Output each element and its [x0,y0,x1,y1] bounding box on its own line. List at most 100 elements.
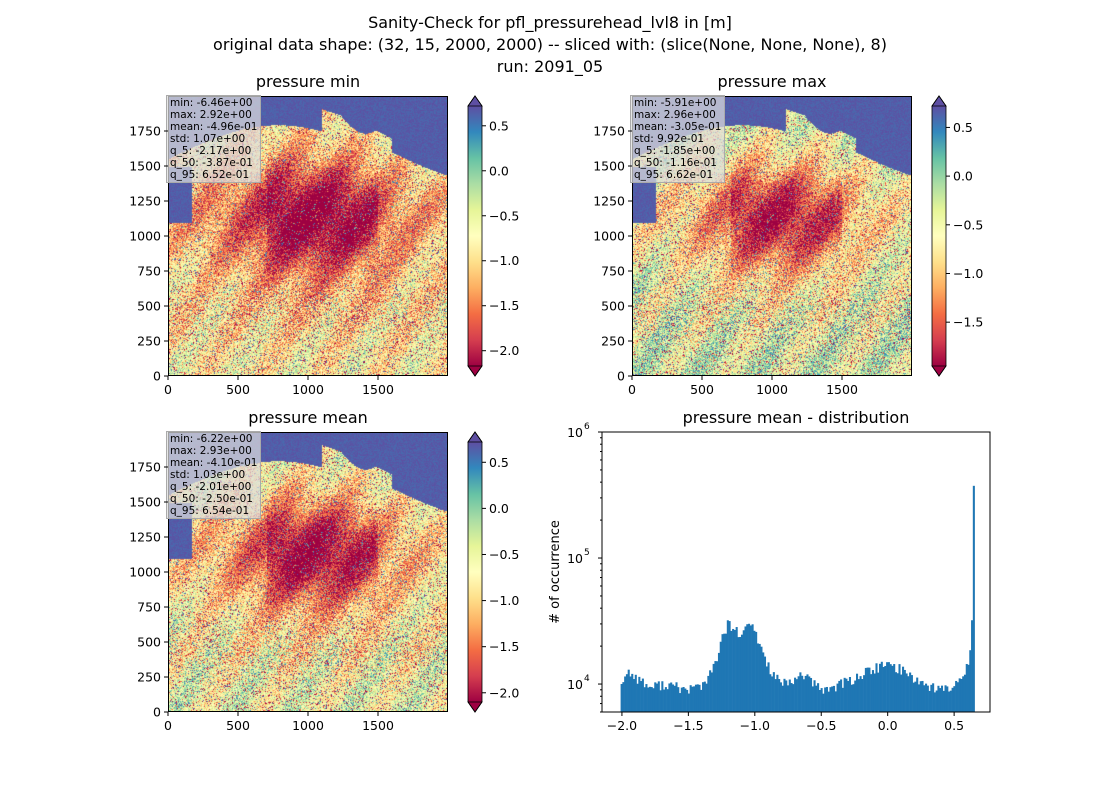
histogram-bar [656,683,659,712]
x-tick-label-max: 1000 [756,382,788,397]
histogram-y-tick-label: 10 [567,425,583,440]
y-tick-label-max: 250 [601,334,625,349]
colorbar-tick-label-min: −1.5 [489,298,519,313]
histogram-bar [675,682,678,712]
histogram-bar [861,679,864,712]
y-tick-label-min: 1250 [129,194,161,209]
stats-line: mean: -4.10e-01 [170,457,258,469]
histogram-bar [847,680,850,712]
histogram-bar [631,673,634,712]
histogram-bar [933,692,936,712]
histogram-bar [932,683,935,712]
histogram-y-tick-exponent: 5 [584,548,590,558]
y-tick-label-max: 750 [601,264,625,279]
histogram-bar [778,679,781,712]
panel-title-max: pressure max [717,72,827,91]
y-tick-label-max: 1750 [593,124,625,139]
colorbar-tick-label-mean: 0.5 [489,455,509,470]
x-tick-label-mean: 1000 [292,718,324,733]
stats-line: q_95: 6.52e-01 [170,169,250,181]
y-tick-label-mean: 1000 [129,565,161,580]
histogram-bar [905,673,908,712]
histogram-bar [806,674,809,712]
histogram-bar [716,661,719,712]
histogram-bar [955,680,958,712]
histogram-bar [740,634,744,712]
histogram-bar [698,684,701,712]
panel-title-min: pressure min [255,72,361,91]
histogram-bar [923,685,926,712]
histogram-bar [762,652,765,712]
panel-title-mean: pressure mean [248,408,368,427]
histogram-bar [643,687,646,712]
histogram-bar [728,621,731,712]
histogram-bar [684,688,687,712]
histogram-y-tick-label: 10 [567,551,583,566]
histogram-x-tick-label: −1.5 [673,718,703,733]
histogram-bar [962,676,965,712]
x-tick-label-min: 1000 [292,382,324,397]
y-tick-label-mean: 1750 [129,460,161,475]
histogram-bar [937,685,940,712]
histogram-bar [809,677,813,712]
stats-line: q_95: 6.62e-01 [634,169,714,181]
histogram-bar [742,630,745,712]
y-tick-label-max: 1500 [593,159,625,174]
stats-line: mean: -4.96e-01 [170,121,258,133]
colorbar-outline-min [467,95,483,377]
histogram-bar [841,687,844,712]
histogram-bar [944,685,947,712]
y-tick-label-max: 0 [617,369,625,384]
colorbar-tick-label-min: 0.0 [489,163,509,178]
histogram-bar [949,690,952,712]
histogram-bar [634,674,637,712]
histogram-bar [679,693,682,712]
colorbar-min [468,106,482,366]
histogram-bar [914,681,917,712]
stats-line: q_95: 6.54e-01 [170,505,250,517]
colorbar-tick-label-max: −1.5 [953,315,983,330]
histogram-bar [765,666,768,712]
histogram-bar [889,664,892,712]
histogram-bar [953,686,956,712]
histogram-y-axis-label: # of occurrence [548,520,563,624]
colorbar-outline-max [931,95,947,377]
histogram-bar [721,634,724,712]
histogram-bar [799,672,802,712]
histogram-bar [928,690,931,712]
histogram-bar [822,693,825,712]
y-tick-label-mean: 1500 [129,495,161,510]
y-tick-label-mean: 1250 [129,530,161,545]
colorbar-tick-label-mean: −2.0 [489,685,519,700]
stats-line: q_50: -2.50e-01 [170,493,253,505]
histogram-x-tick-label: 0.5 [944,718,964,733]
histogram-bar [687,693,690,712]
histogram-bar [689,685,692,712]
histogram-x-tick-label: −2.0 [607,718,637,733]
histogram-bar [627,669,630,712]
stats-line: std: 9.92e-01 [634,133,705,145]
stats-line: q_5: -2.17e+00 [170,145,252,157]
histogram-bar [620,683,623,712]
histogram-bar [673,685,676,712]
histogram-bar [714,661,717,712]
histogram-bar [659,690,662,712]
histogram-bar [894,672,898,712]
histogram-bar [956,682,959,712]
y-tick-label-max: 500 [601,299,625,314]
histogram-bar [903,669,906,712]
histogram-bar [852,684,855,712]
histogram-bar [912,682,915,712]
histogram-bar [767,662,770,712]
histogram-bar [702,682,705,712]
histogram-bar [691,686,694,712]
panel-title-distribution: pressure mean - distribution [682,408,910,427]
colorbar-extend-bottom-min [467,365,483,377]
y-tick-label-min: 1000 [129,229,161,244]
histogram-bar [781,685,784,712]
x-tick-label-max: 0 [628,382,636,397]
histogram-bar [916,677,919,712]
colorbar-tick-label-min: −1.0 [489,253,519,268]
histogram-bar [795,679,798,712]
